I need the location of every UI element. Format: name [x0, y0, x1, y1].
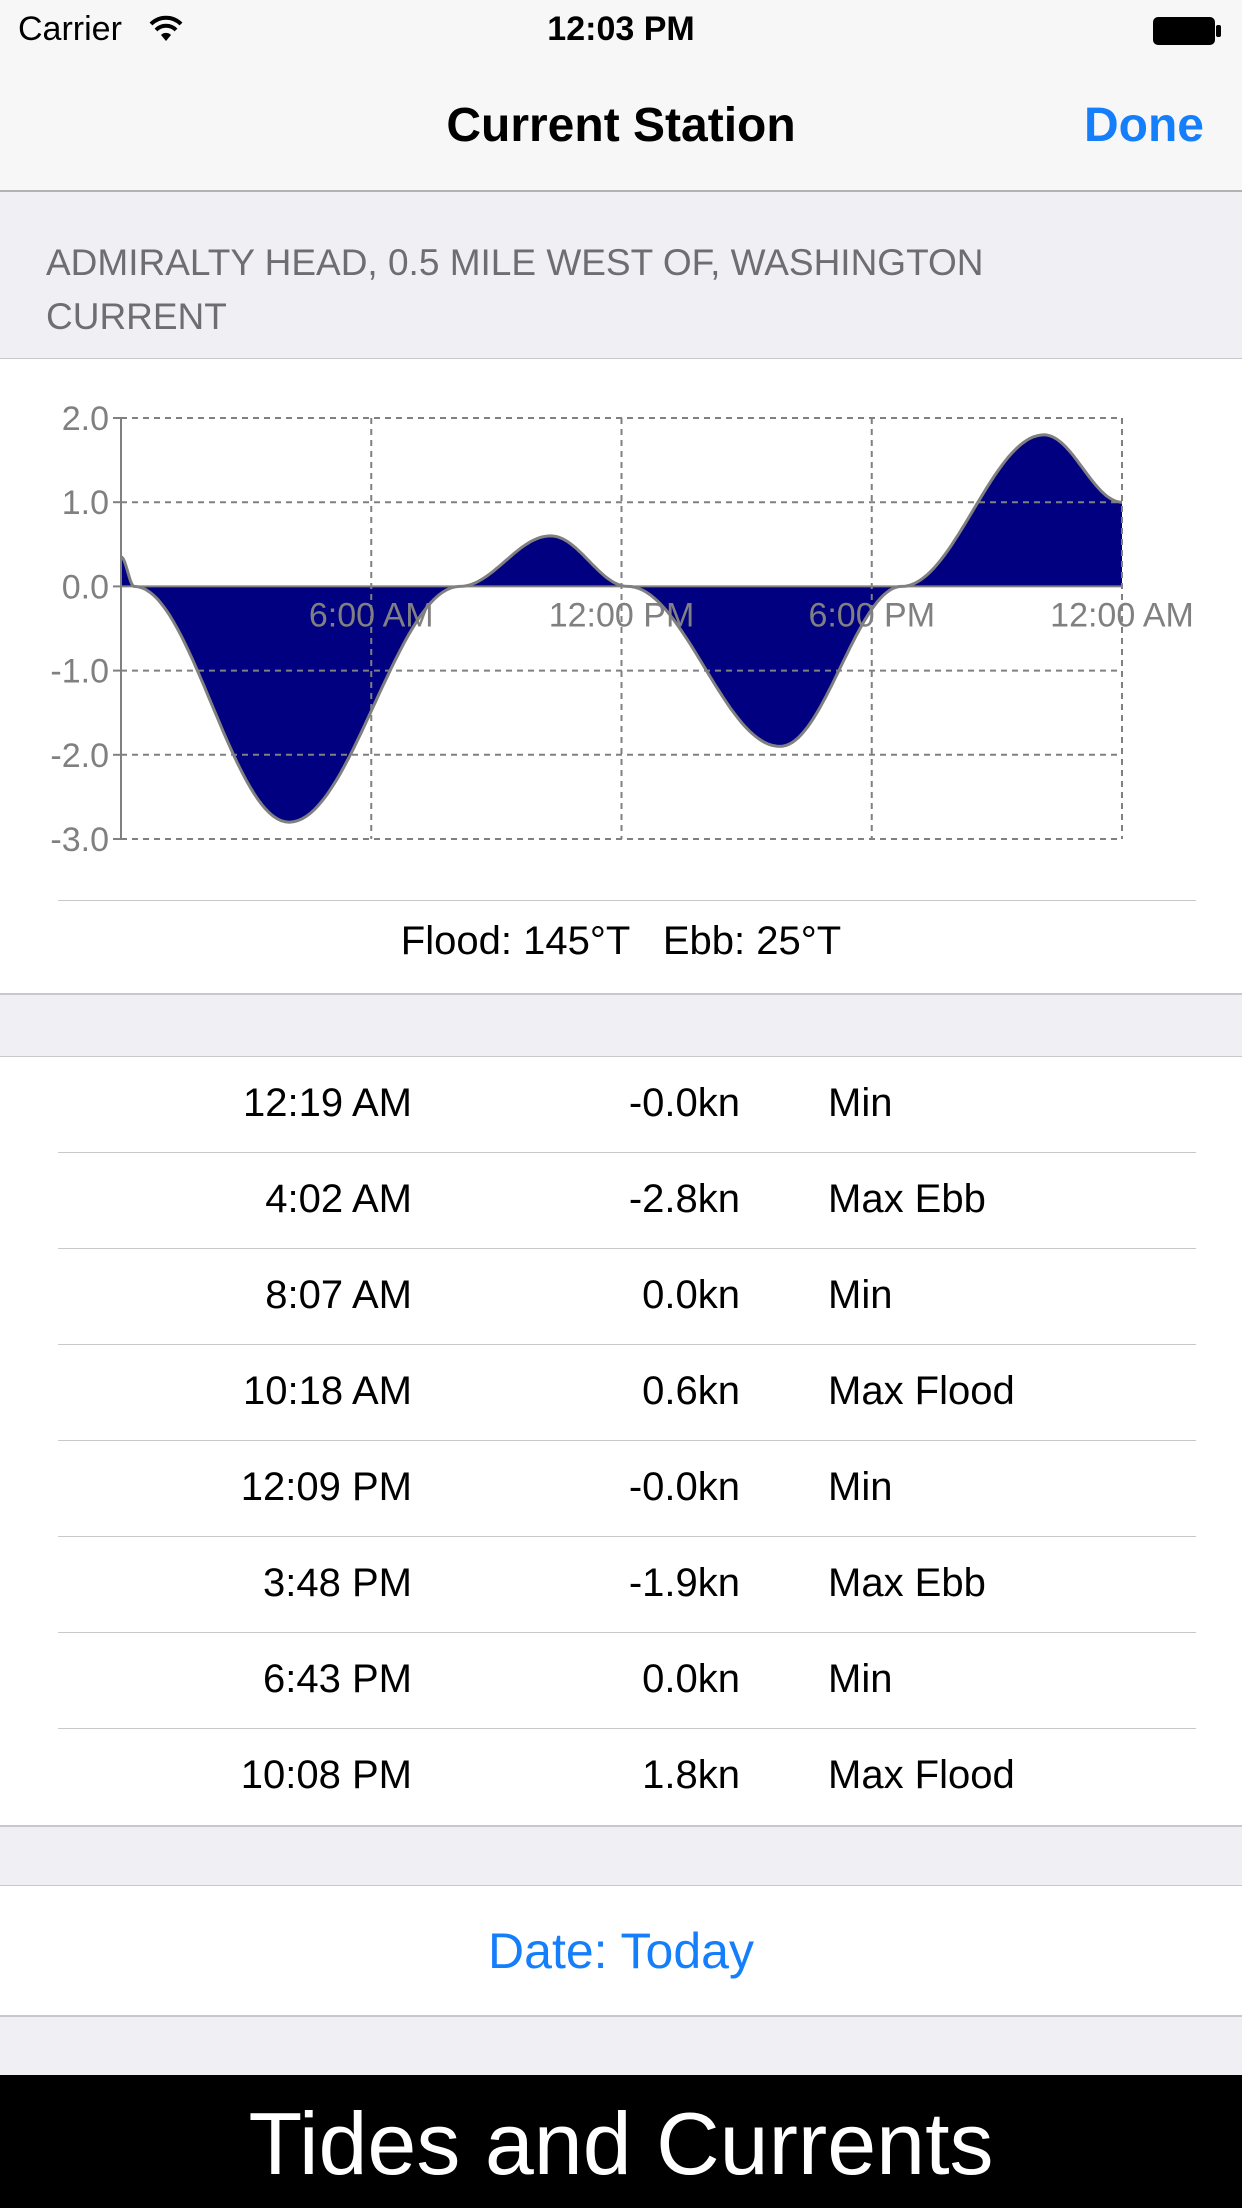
x-tick-label: 12:00 PM: [549, 596, 695, 634]
event-time: 10:08 PM: [240, 1753, 412, 1797]
station-name-line2: CURRENT: [46, 296, 227, 337]
table-row: 12:09 PM -0.0kn Min: [0, 1441, 1242, 1537]
event-time: 12:09 PM: [240, 1465, 412, 1509]
event-type: Max Ebb: [828, 1177, 986, 1221]
date-button-label: Date: Today: [488, 1923, 754, 1979]
current-curve: [120, 433, 1123, 824]
table-row: 8:07 AM 0.0kn Min: [0, 1249, 1242, 1345]
app-banner: Tides and Currents: [0, 2075, 1242, 2208]
event-speed: -2.8kn: [628, 1177, 740, 1221]
event-time: 12:19 AM: [242, 1081, 412, 1125]
event-speed: 1.8kn: [642, 1753, 740, 1797]
y-tick-label: -1.0: [50, 653, 109, 691]
table-row: 10:18 AM 0.6kn Max Flood: [0, 1345, 1242, 1441]
event-time: 10:18 AM: [242, 1369, 412, 1413]
row-separator: [58, 1536, 1196, 1537]
row-separator: [58, 1248, 1196, 1249]
row-separator: [58, 1632, 1196, 1633]
event-speed: 0.6kn: [642, 1369, 740, 1413]
event-speed: -1.9kn: [628, 1561, 740, 1605]
y-tick-label: -2.0: [50, 737, 109, 775]
event-type: Min: [828, 1657, 893, 1701]
page-title: Current Station: [446, 99, 796, 152]
carrier-label: Carrier: [18, 10, 122, 48]
x-tick-label: 6:00 PM: [808, 596, 935, 634]
event-time: 6:43 PM: [263, 1657, 412, 1701]
row-separator: [58, 1440, 1196, 1441]
event-type: Min: [828, 1273, 893, 1317]
x-tick-label: 12:00 AM: [1050, 596, 1194, 634]
banner-title: Tides and Currents: [248, 2094, 994, 2193]
event-speed: 0.0kn: [642, 1273, 740, 1317]
event-time: 3:48 PM: [263, 1561, 412, 1605]
table-row: 10:08 PM 1.8kn Max Flood: [0, 1729, 1242, 1825]
done-button[interactable]: Done: [1084, 99, 1204, 152]
station-name-line1: ADMIRALTY HEAD, 0.5 MILE WEST OF, WASHIN…: [46, 242, 984, 283]
row-separator: [58, 1152, 1196, 1153]
battery-icon: [1153, 17, 1221, 45]
event-time: 4:02 AM: [265, 1177, 412, 1221]
current-events-table: 12:19 AM -0.0kn Min 4:02 AM -2.8kn Max Ebb 8:0…: [0, 1056, 1242, 1827]
y-tick-label: -3.0: [50, 821, 109, 859]
table-row: 4:02 AM -2.8kn Max Ebb: [0, 1153, 1242, 1249]
event-type: Min: [828, 1465, 893, 1509]
event-speed: 0.0kn: [642, 1657, 740, 1701]
event-speed: -0.0kn: [628, 1081, 740, 1125]
event-type: Max Flood: [828, 1369, 1015, 1413]
status-bar: Carrier 12:03 PM: [0, 0, 1242, 62]
separator: [58, 900, 1196, 901]
y-tick-label: 2.0: [62, 400, 109, 438]
event-speed: -0.0kn: [628, 1465, 740, 1509]
date-button[interactable]: Date: Today: [0, 1885, 1242, 2017]
current-chart-cell: 2.0 1.0 0.0 -1.0 -2.0 -3.0 6:00 AM 12:00 PM 6:00…: [0, 358, 1242, 995]
event-type: Max Flood: [828, 1753, 1015, 1797]
status-time: 12:03 PM: [547, 10, 695, 48]
row-separator: [58, 1344, 1196, 1345]
y-tick-label: 0.0: [62, 568, 109, 606]
y-tick-label: 1.0: [62, 484, 109, 522]
station-name-header: ADMIRALTY HEAD, 0.5 MILE WEST OF, WASHIN…: [0, 192, 1242, 358]
current-chart: 2.0 1.0 0.0 -1.0 -2.0 -3.0 6:00 AM 12:00 PM 6:00…: [50, 400, 1194, 859]
table-row: 6:43 PM 0.0kn Min: [0, 1633, 1242, 1729]
x-tick-label: 6:00 AM: [309, 596, 434, 634]
flood-ebb-directions: Flood: 145°T Ebb: 25°T: [400, 919, 842, 963]
event-time: 8:07 AM: [265, 1273, 412, 1317]
row-separator: [58, 1728, 1196, 1729]
navigation-bar: Current Station Done: [0, 62, 1242, 192]
table-row: 12:19 AM -0.0kn Min: [0, 1057, 1242, 1153]
event-type: Max Ebb: [828, 1561, 986, 1605]
wifi-icon: [149, 15, 183, 41]
event-type: Min: [828, 1081, 893, 1125]
flood-area: [121, 434, 1122, 823]
table-row: 3:48 PM -1.9kn Max Ebb: [0, 1537, 1242, 1633]
